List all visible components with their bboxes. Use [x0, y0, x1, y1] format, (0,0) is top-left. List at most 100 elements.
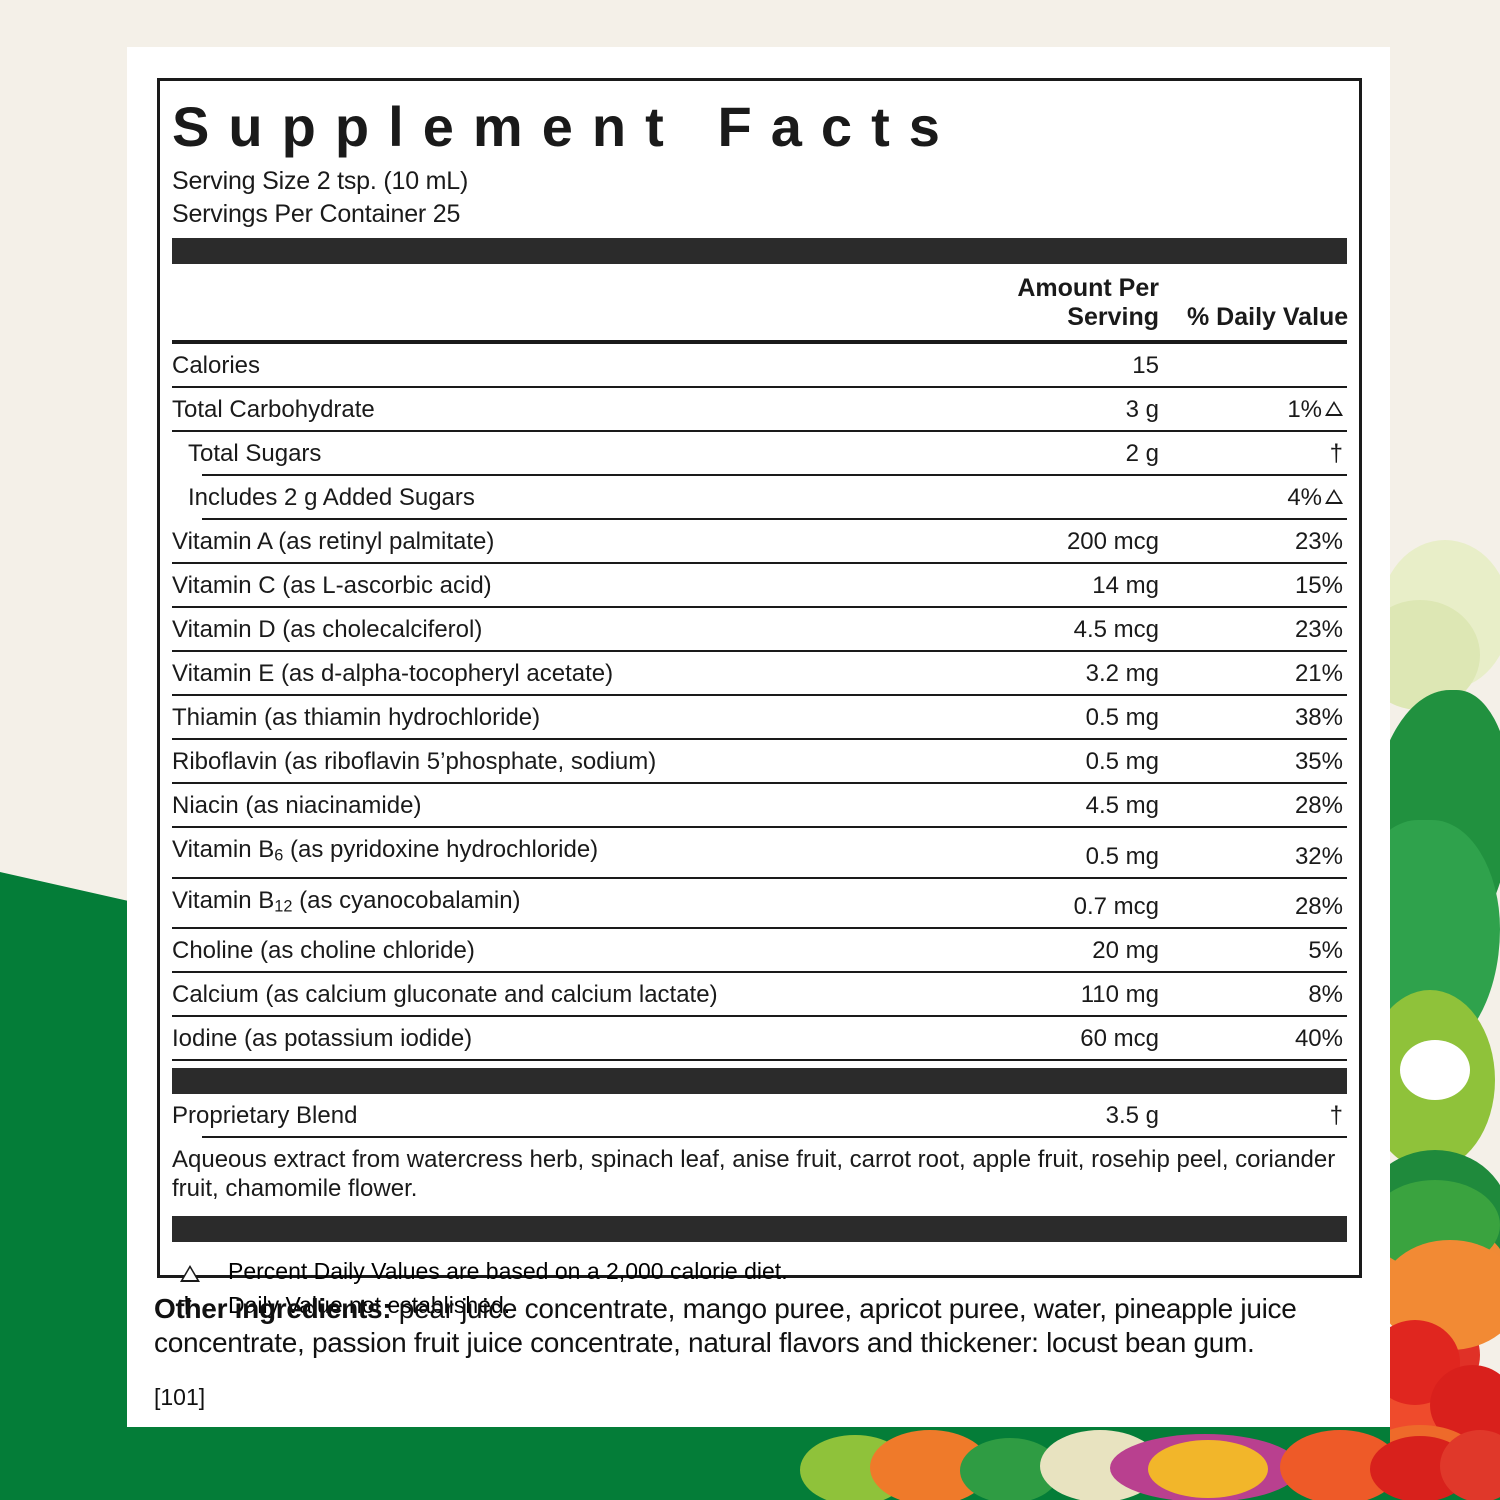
nutrient-daily-value: 4%: [1187, 475, 1347, 520]
nutrient-daily-value: 23%: [1187, 519, 1347, 564]
triangle-icon: [1325, 489, 1343, 504]
nutrient-name: Choline (as choline chloride): [172, 928, 932, 974]
blend-daily-value: †: [1187, 1094, 1347, 1139]
label-card: Supplement Facts Serving Size 2 tsp. (10…: [127, 47, 1390, 1427]
nutrient-daily-value: 8%: [1187, 972, 1347, 1018]
green-footer-band: [0, 1427, 1500, 1500]
table-row: Vitamin E (as d-alpha-tocopheryl acetate…: [172, 651, 1347, 696]
botanical-illustration-right: [1390, 520, 1500, 1430]
footnote-dagger-text: Daily Value not established.: [228, 1292, 511, 1319]
footnote-triangle-text: Percent Daily Values are based on a 2,00…: [228, 1258, 788, 1285]
nutrient-daily-value: 40%: [1187, 1016, 1347, 1062]
blend-amount: 3.5 g: [932, 1094, 1187, 1139]
other-ingredients: Other ingredients: pear juice concentrat…: [154, 1292, 1369, 1360]
nutrient-name: Niacin (as niacinamide): [172, 783, 932, 828]
nutrient-name: Vitamin C (as L-ascorbic acid): [172, 563, 932, 608]
table-row: Riboflavin (as riboflavin 5’phosphate, s…: [172, 739, 1347, 784]
nutrient-name: Calories: [172, 342, 932, 388]
table-row: Vitamin B12 (as cyanocobalamin) 0.7 mcg 28…: [172, 877, 1347, 930]
nutrient-daily-value: 35%: [1187, 739, 1347, 784]
nutrient-daily-value: 28%: [1187, 783, 1347, 828]
nutrient-name: Vitamin E (as d-alpha-tocopheryl acetate…: [172, 651, 932, 696]
table-row: Vitamin B6 (as pyridoxine hydrochloride)…: [172, 827, 1347, 879]
nutrient-amount: 0.5 mg: [932, 827, 1187, 879]
table-row-blend-description: Aqueous extract from watercress herb, sp…: [172, 1137, 1347, 1209]
triangle-icon: [172, 1254, 228, 1288]
nutrient-daily-value: 32%: [1187, 827, 1347, 879]
footnote-separator-bar: [172, 1216, 1347, 1243]
nutrient-name: Vitamin B12 (as cyanocobalamin): [172, 877, 932, 930]
servings-per-container: Servings Per Container 25: [172, 200, 461, 228]
other-ingredients-text: pear juice concentrate, mango puree, apr…: [154, 1293, 1297, 1358]
nutrient-amount: 3 g: [932, 387, 1187, 432]
blend-name: Proprietary Blend: [172, 1094, 932, 1139]
nutrient-daily-value: 21%: [1187, 651, 1347, 696]
table-row: Calories 15: [172, 342, 1347, 388]
nutrient-amount: 4.5 mg: [932, 783, 1187, 828]
other-ingredients-label: Other ingredients:: [154, 1293, 392, 1324]
nutrient-name: Vitamin D (as cholecalciferol): [172, 607, 932, 652]
table-row: Total Sugars 2 g †: [172, 431, 1347, 476]
nutrient-amount: 0.7 mcg: [932, 877, 1187, 930]
serving-size: Serving Size 2 tsp. (10 mL): [172, 167, 469, 195]
nutrient-daily-value: †: [1187, 431, 1347, 476]
nutrient-daily-value: 38%: [1187, 695, 1347, 740]
nutrient-amount: 15: [932, 342, 1187, 388]
table-row-blend: Proprietary Blend 3.5 g †: [172, 1094, 1347, 1139]
table-row: Vitamin C (as L-ascorbic acid) 14 mg 15%: [172, 563, 1347, 608]
nutrition-rows: Calories 15 Total Carbohydrate 3 g 1% Total S…: [172, 342, 1347, 1062]
header-separator-bar: [172, 238, 1347, 264]
nutrient-amount: 4.5 mcg: [932, 607, 1187, 652]
nutrient-amount: 110 mg: [932, 972, 1187, 1018]
supplement-facts-panel: Supplement Facts Serving Size 2 tsp. (10…: [157, 78, 1362, 1318]
page-title: Supplement Facts: [172, 95, 959, 158]
dagger-icon: †: [180, 1292, 193, 1319]
footnote-triangle: Percent Daily Values are based on a 2,00…: [172, 1254, 1347, 1288]
nutrient-amount: 3.2 mg: [932, 651, 1187, 696]
nutrient-name: Iodine (as potassium iodide): [172, 1016, 932, 1062]
nutrient-daily-value: 1%: [1187, 387, 1347, 432]
table-row: Includes 2 g Added Sugars 4%: [172, 475, 1347, 520]
table-row: Niacin (as niacinamide) 4.5 mg 28%: [172, 783, 1347, 828]
footnotes: Percent Daily Values are based on a 2,00…: [172, 1242, 1347, 1322]
blend-separator-bar: [172, 1068, 1347, 1095]
table-row: Total Carbohydrate 3 g 1%: [172, 387, 1347, 432]
table-row: Iodine (as potassium iodide) 60 mcg 40%: [172, 1016, 1347, 1062]
table-row: Calcium (as calcium gluconate and calciu…: [172, 972, 1347, 1018]
nutrient-daily-value: 28%: [1187, 877, 1347, 930]
nutrient-amount: 60 mcg: [932, 1016, 1187, 1062]
col-amount-per-serving: Amount Per Serving: [932, 264, 1187, 344]
nutrient-name: Total Sugars: [172, 431, 932, 476]
nutrient-amount: 14 mg: [932, 563, 1187, 608]
table-row: Vitamin A (as retinyl palmitate) 200 mcg 2…: [172, 519, 1347, 564]
nutrient-daily-value: 15%: [1187, 563, 1347, 608]
footnote-dagger: † Daily Value not established.: [172, 1288, 1347, 1322]
table-row: Vitamin D (as cholecalciferol) 4.5 mcg 23%: [172, 607, 1347, 652]
triangle-icon: [1325, 401, 1343, 416]
nutrient-name: Riboflavin (as riboflavin 5’phosphate, s…: [172, 739, 932, 784]
nutrient-name: Includes 2 g Added Sugars: [172, 475, 932, 520]
col-blank: [172, 264, 932, 344]
col-daily-value: % Daily Value: [1187, 264, 1348, 344]
nutrient-amount: 20 mg: [932, 928, 1187, 974]
nutrient-name: Total Carbohydrate: [172, 387, 932, 432]
nutrient-amount: 2 g: [932, 431, 1187, 476]
table-row: Thiamin (as thiamin hydrochloride) 0.5 mg…: [172, 695, 1347, 740]
proprietary-blend-table: Proprietary Blend 3.5 g † Aqueous extrac…: [172, 1094, 1347, 1209]
nutrient-daily-value: 23%: [1187, 607, 1347, 652]
nutrient-amount: 200 mcg: [932, 519, 1187, 564]
table-row: Choline (as choline chloride) 20 mg 5%: [172, 928, 1347, 974]
nutrient-daily-value: [1187, 342, 1347, 388]
nutrient-amount: 0.5 mg: [932, 695, 1187, 740]
nutrient-amount: 0.5 mg: [932, 739, 1187, 784]
nutrition-table: Amount Per Serving % Daily Value Calorie…: [172, 264, 1348, 1062]
nutrient-name: Vitamin B6 (as pyridoxine hydrochloride): [172, 827, 932, 879]
blend-description: Aqueous extract from watercress herb, sp…: [172, 1146, 1336, 1203]
nutrient-daily-value: 5%: [1187, 928, 1347, 974]
nutrient-name: Vitamin A (as retinyl palmitate): [172, 519, 932, 564]
nutrient-name: Calcium (as calcium gluconate and calciu…: [172, 972, 932, 1018]
label-code: [101]: [154, 1384, 206, 1410]
table-header-row: Amount Per Serving % Daily Value: [172, 264, 1348, 344]
nutrient-name: Thiamin (as thiamin hydrochloride): [172, 695, 932, 740]
nutrient-amount: [932, 475, 1187, 520]
